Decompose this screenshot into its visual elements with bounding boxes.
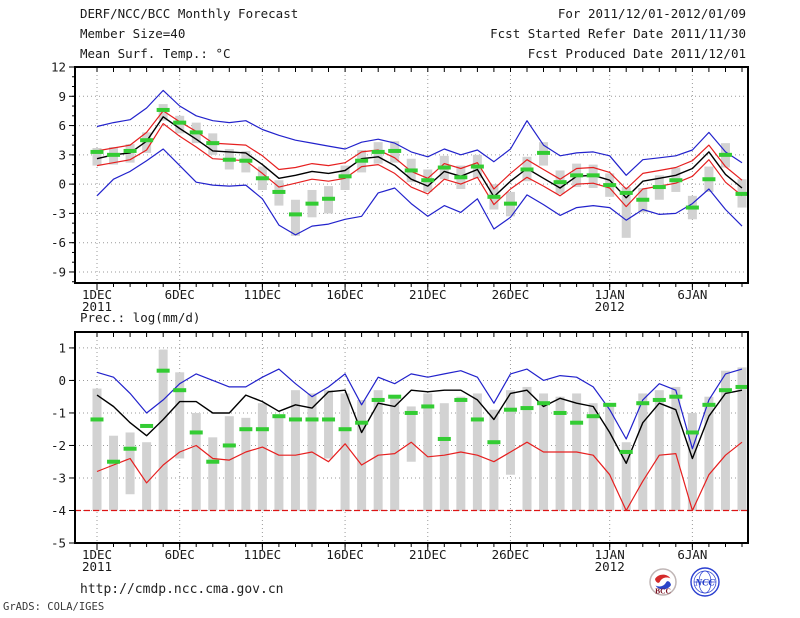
page-title: DERF/NCC/BCC Monthly Forecast xyxy=(80,6,299,21)
svg-text:1JAN: 1JAN xyxy=(595,547,625,562)
svg-text:1DEC: 1DEC xyxy=(82,547,112,562)
svg-text:6DEC: 6DEC xyxy=(165,547,195,562)
svg-text:26DEC: 26DEC xyxy=(492,287,530,302)
ncc-logo-label: NCC xyxy=(694,579,715,589)
svg-text:3: 3 xyxy=(58,147,66,162)
bcc-logo-label: BCC xyxy=(655,587,671,596)
bcc-red-swirl xyxy=(655,574,671,583)
svg-text:21DEC: 21DEC xyxy=(409,547,447,562)
svg-text:2012: 2012 xyxy=(595,559,625,574)
svg-text:2011: 2011 xyxy=(82,299,112,314)
svg-text:0: 0 xyxy=(58,373,66,388)
svg-text:21DEC: 21DEC xyxy=(409,287,447,302)
svg-text:2012: 2012 xyxy=(595,299,625,314)
bcc-logo: BCC xyxy=(649,568,677,596)
svg-text:16DEC: 16DEC xyxy=(326,287,364,302)
agency-logos: BCC NCC xyxy=(649,567,720,597)
member-size-label: Member Size=40 xyxy=(80,26,186,41)
svg-text:-3: -3 xyxy=(51,470,66,485)
svg-text:2011: 2011 xyxy=(82,559,112,574)
svg-text:-2: -2 xyxy=(51,438,66,453)
svg-text:1DEC: 1DEC xyxy=(82,287,112,302)
svg-text:11DEC: 11DEC xyxy=(244,287,282,302)
temp-chart-title: Mean Surf. Temp.: °C xyxy=(80,46,231,61)
svg-text:-5: -5 xyxy=(51,536,66,551)
source-url: http://cmdp.ncc.cma.gov.cn xyxy=(80,582,284,597)
svg-text:1: 1 xyxy=(58,340,66,355)
svg-text:-6: -6 xyxy=(51,235,66,250)
svg-text:16DEC: 16DEC xyxy=(326,547,364,562)
fcst-refer-date-label: Fcst Started Refer Date 2011/11/30 xyxy=(490,26,746,41)
svg-text:-1: -1 xyxy=(51,405,66,420)
svg-text:26DEC: 26DEC xyxy=(492,547,530,562)
svg-text:-3: -3 xyxy=(51,206,66,221)
svg-text:0: 0 xyxy=(58,177,66,192)
svg-text:-9: -9 xyxy=(51,264,66,279)
precip-chart-title: Prec.: log(mm/d) xyxy=(80,310,201,325)
svg-text:6JAN: 6JAN xyxy=(677,287,707,302)
forecast-range-label: For 2011/12/01-2012/01/09 xyxy=(557,6,746,21)
svg-text:6DEC: 6DEC xyxy=(165,287,195,302)
svg-text:6JAN: 6JAN xyxy=(677,547,707,562)
svg-text:11DEC: 11DEC xyxy=(244,547,282,562)
svg-text:12: 12 xyxy=(51,60,66,75)
svg-text:-4: -4 xyxy=(51,503,66,518)
svg-text:1JAN: 1JAN xyxy=(595,287,625,302)
ncc-logo: NCC xyxy=(690,567,720,597)
svg-text:9: 9 xyxy=(58,89,66,104)
grads-stamp: GrADS: COLA/IGES xyxy=(3,601,105,613)
bcc-blue-swirl xyxy=(655,581,671,590)
svg-text:6: 6 xyxy=(58,118,66,133)
fcst-produced-date-label: Fcst Produced Date 2011/12/01 xyxy=(527,46,746,61)
